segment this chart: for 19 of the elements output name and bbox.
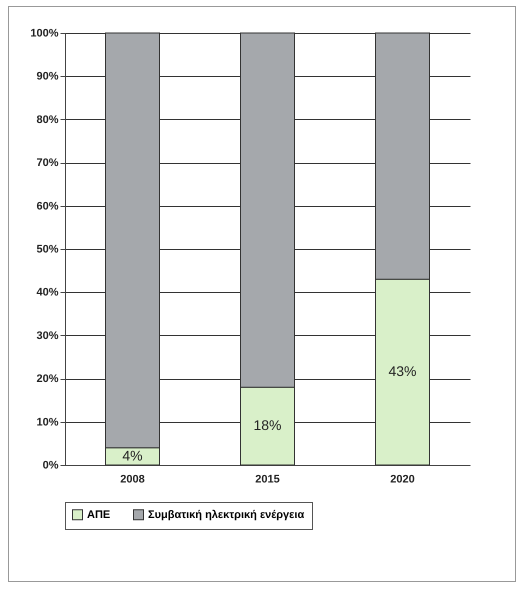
y-tick-label: 60% (36, 200, 59, 212)
legend-label: ΑΠΕ (87, 508, 110, 521)
data-label: 43% (388, 363, 417, 380)
y-tick-label: 40% (36, 286, 59, 299)
y-tick-label: 100% (30, 28, 59, 40)
y-tick-label: 90% (36, 70, 59, 83)
y-tick-label: 70% (36, 157, 59, 170)
y-tick-label: 50% (36, 244, 59, 256)
y-tick-label: 80% (36, 114, 59, 126)
y-tick-label: 0% (42, 460, 59, 472)
x-tick-label: 2020 (390, 474, 415, 486)
x-tick-label: 2015 (255, 474, 280, 486)
legend-label: Συμβατική ηλεκτρική ενέργεια (148, 508, 304, 521)
data-label: 4% (122, 447, 143, 464)
data-label: 18% (253, 417, 282, 434)
x-tick-label: 2008 (120, 474, 145, 486)
y-tick-label: 20% (36, 373, 59, 386)
y-tick-label: 30% (36, 330, 59, 342)
y-tick-label: 10% (36, 416, 59, 428)
